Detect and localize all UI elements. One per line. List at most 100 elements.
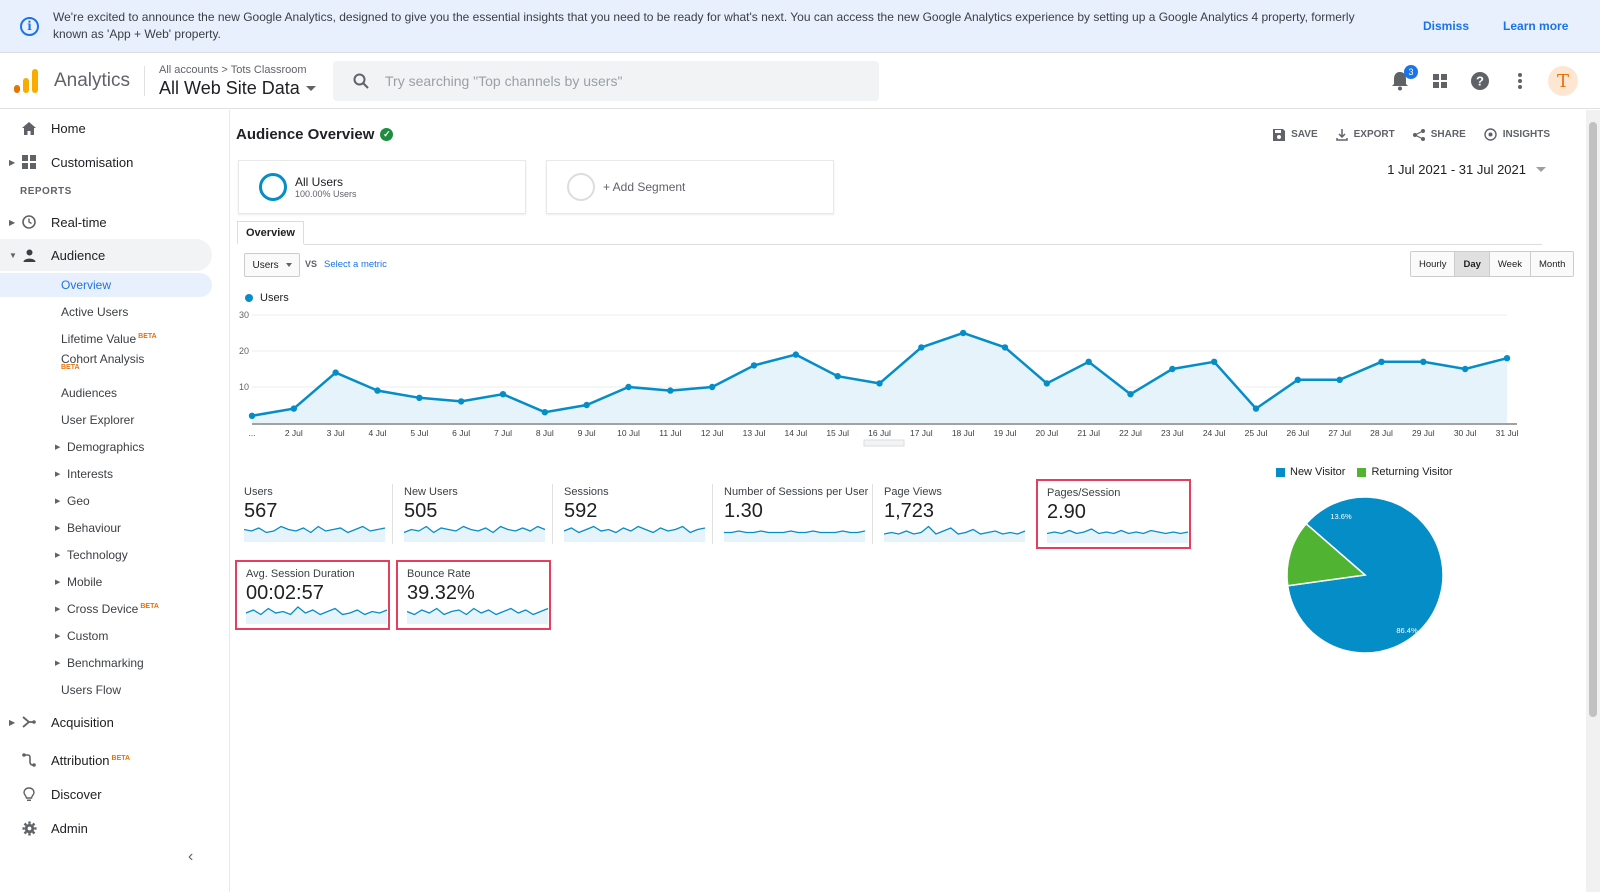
sidebar-subitem-active-users[interactable]: Active Users xyxy=(0,300,212,324)
sidebar-subitem-custom[interactable]: ▶ Custom xyxy=(0,624,212,648)
data-point[interactable] xyxy=(667,387,674,394)
metric-tile[interactable]: Sessions 592 xyxy=(555,480,713,550)
sidebar-item-realtime[interactable]: ▶ Real-time xyxy=(0,206,212,238)
sidebar-item-admin[interactable]: Admin xyxy=(0,812,212,844)
data-point[interactable] xyxy=(750,362,758,369)
sidebar-subitem-cross-device[interactable]: ▶ Cross Device BETA xyxy=(0,597,212,621)
view-selector[interactable]: All Web Site Data xyxy=(159,78,316,99)
page-scrollbar[interactable] xyxy=(1586,110,1600,892)
data-point[interactable] xyxy=(1294,376,1302,383)
sidebar-subitem-overview[interactable]: Overview xyxy=(0,273,212,297)
caret-down-icon xyxy=(1536,167,1546,172)
announcement-banner: i We're excited to announce the new Goog… xyxy=(0,0,1600,53)
sidebar-subitem-technology[interactable]: ▶ Technology xyxy=(0,543,212,567)
data-point[interactable] xyxy=(834,373,841,380)
data-point[interactable] xyxy=(1043,380,1051,387)
breadcrumb-account[interactable]: Tots Classroom xyxy=(230,63,307,76)
data-point[interactable] xyxy=(1503,355,1511,362)
metric-tile[interactable]: Avg. Session Duration 00:02:57 xyxy=(235,560,390,630)
data-point[interactable] xyxy=(1461,365,1469,373)
data-point[interactable] xyxy=(1378,358,1385,365)
metric-tile[interactable]: New Users 505 xyxy=(395,480,553,550)
metric-tile[interactable]: Bounce Rate 39.32% xyxy=(396,560,551,630)
granularity-week[interactable]: Week xyxy=(1489,252,1532,276)
granularity-hourly[interactable]: Hourly xyxy=(1411,252,1456,276)
collapse-sidebar-icon[interactable]: ‹ xyxy=(188,848,194,865)
dismiss-button[interactable]: Dismiss xyxy=(1423,19,1470,33)
chart-resize-handle[interactable] xyxy=(863,439,905,447)
insights-button[interactable]: INSIGHTS xyxy=(1484,128,1550,141)
sidebar-subitem-cohort-analysis[interactable]: Cohort Analysis BETA xyxy=(0,348,212,376)
add-segment-button[interactable]: + Add Segment xyxy=(546,160,834,214)
granularity-month[interactable]: Month xyxy=(1531,252,1574,276)
analytics-logo-icon[interactable] xyxy=(14,69,38,93)
export-button[interactable]: EXPORT xyxy=(1335,128,1395,141)
save-button[interactable]: SAVE xyxy=(1273,128,1318,141)
sidebar-subitem-demographics[interactable]: ▶ Demographics xyxy=(0,435,212,459)
sidebar-subitem-lifetime-value[interactable]: Lifetime Value BETA xyxy=(0,327,212,351)
pie-slice[interactable] xyxy=(1286,522,1367,587)
tab-overview[interactable]: Overview xyxy=(237,221,304,245)
data-point[interactable] xyxy=(1336,376,1343,383)
sidebar-item-attribution[interactable]: Attribution BETA xyxy=(0,744,212,776)
data-point[interactable] xyxy=(290,405,298,412)
search-input[interactable] xyxy=(385,73,865,89)
data-point[interactable] xyxy=(1001,344,1009,351)
apps-grid-icon[interactable] xyxy=(1428,69,1452,93)
data-point[interactable] xyxy=(959,329,967,337)
sidebar-subitem-behaviour[interactable]: ▶ Behaviour xyxy=(0,516,212,540)
data-point[interactable] xyxy=(416,394,423,401)
sidebar-subitem-geo[interactable]: ▶ Geo xyxy=(0,489,212,513)
sidebar-item-discover[interactable]: Discover xyxy=(0,778,212,810)
sidebar-subitem-mobile[interactable]: ▶ Mobile xyxy=(0,570,212,594)
metric-tile[interactable]: Page Views 1,723 xyxy=(875,480,1030,550)
sidebar-item-acquisition[interactable]: ▶ Acquisition xyxy=(0,706,212,738)
data-point[interactable] xyxy=(248,412,256,419)
search-bar[interactable] xyxy=(333,61,879,101)
data-point[interactable] xyxy=(1420,358,1427,365)
more-vert-icon[interactable] xyxy=(1508,69,1532,93)
date-range-picker[interactable]: 1 Jul 2021 - 31 Jul 2021 xyxy=(1387,162,1546,177)
avatar[interactable]: T xyxy=(1548,66,1578,96)
notifications-bell-icon[interactable]: 3 xyxy=(1388,65,1418,93)
data-point[interactable] xyxy=(499,391,507,398)
help-icon[interactable]: ? xyxy=(1468,69,1492,93)
sidebar-subitem-users-flow[interactable]: Users Flow xyxy=(0,678,212,702)
sidebar-subitem-audiences[interactable]: Audiences xyxy=(0,381,212,405)
granularity-day[interactable]: Day xyxy=(1455,252,1490,276)
data-point[interactable] xyxy=(457,398,465,405)
segment-all-users[interactable]: All Users 100.00% Users xyxy=(238,160,526,214)
data-point[interactable] xyxy=(625,383,632,391)
metric-tile[interactable]: Number of Sessions per User 1.30 xyxy=(715,480,873,550)
select-metric-link[interactable]: Select a metric xyxy=(324,259,387,270)
data-point[interactable] xyxy=(583,401,590,409)
data-point[interactable] xyxy=(1085,358,1092,365)
data-point[interactable] xyxy=(1169,365,1176,373)
data-point[interactable] xyxy=(708,383,716,391)
data-point[interactable] xyxy=(374,387,381,394)
account-selector[interactable]: All accounts > Tots Classroom All Web Si… xyxy=(159,64,316,99)
learn-more-link[interactable]: Learn more xyxy=(1503,19,1569,33)
sidebar-subitem-interests[interactable]: ▶ Interests xyxy=(0,462,212,486)
metric-label: Page Views xyxy=(884,486,942,498)
sidebar-subitem-benchmarking[interactable]: ▶ Benchmarking xyxy=(0,651,212,675)
data-point[interactable] xyxy=(876,380,883,387)
sparkline xyxy=(1047,528,1189,543)
sidebar-subitem-user-explorer[interactable]: User Explorer xyxy=(0,408,212,432)
sidebar-item-audience[interactable]: ▼ Audience xyxy=(0,239,212,271)
breadcrumb-all-accounts[interactable]: All accounts xyxy=(159,63,219,76)
metric-select-dropdown[interactable]: Users xyxy=(244,253,300,277)
data-point[interactable] xyxy=(792,351,800,358)
data-point[interactable] xyxy=(918,344,925,351)
metric-tile[interactable]: Users 567 xyxy=(235,480,393,550)
data-point[interactable] xyxy=(1252,405,1260,412)
sidebar-item-customisation[interactable]: ▶ Customisation xyxy=(0,146,212,178)
scrollbar-thumb[interactable] xyxy=(1589,122,1597,717)
data-point[interactable] xyxy=(332,369,339,376)
share-button[interactable]: SHARE xyxy=(1412,128,1466,141)
data-point[interactable] xyxy=(1210,358,1218,365)
data-point[interactable] xyxy=(1127,391,1134,398)
metric-tile[interactable]: Pages/Session 2.90 xyxy=(1036,479,1191,549)
sidebar-item-home[interactable]: Home xyxy=(0,112,212,144)
data-point[interactable] xyxy=(541,409,549,416)
